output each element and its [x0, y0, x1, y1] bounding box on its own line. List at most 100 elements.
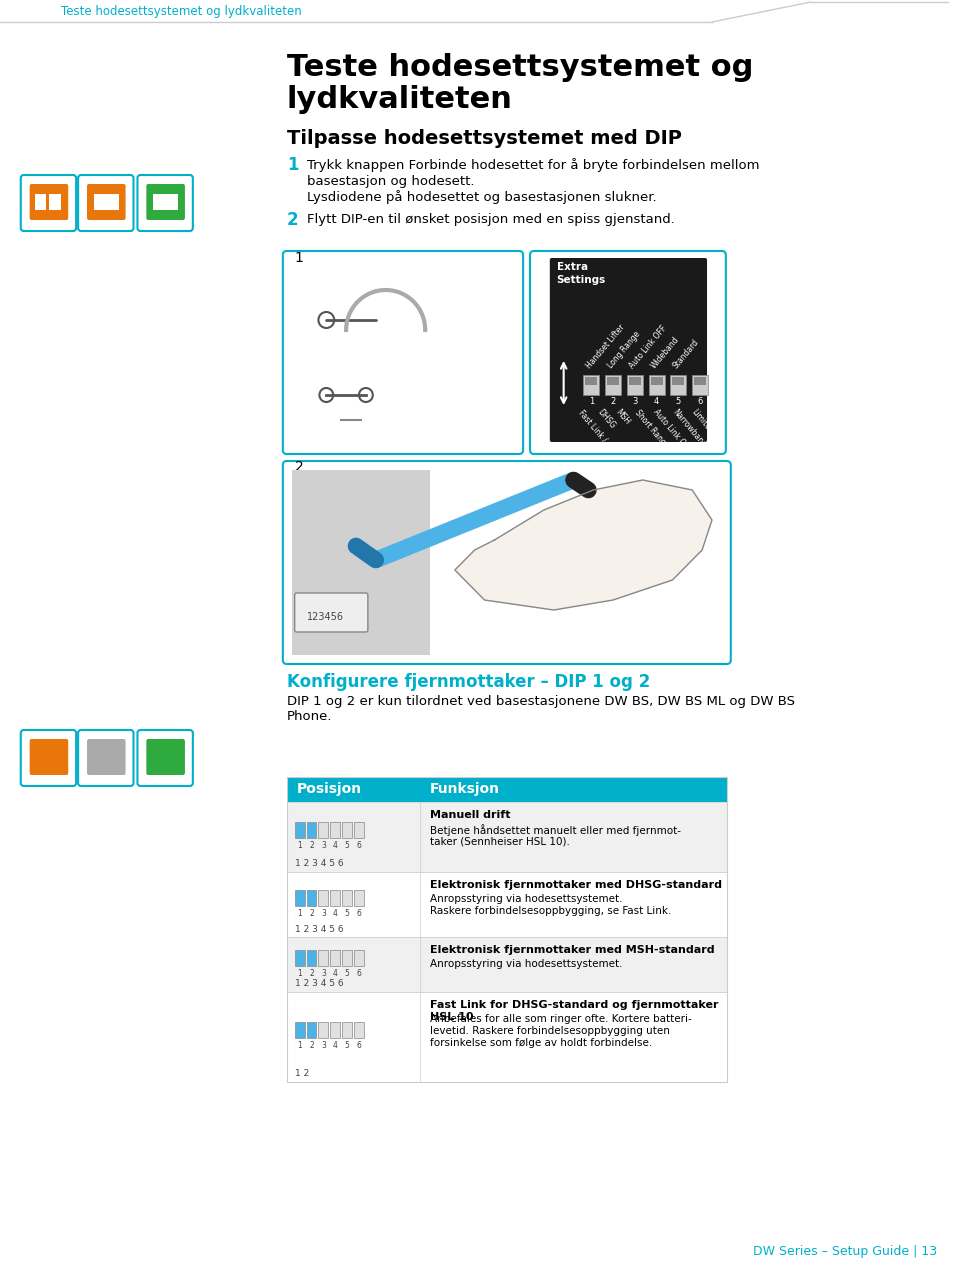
- Text: 3: 3: [321, 842, 325, 851]
- FancyBboxPatch shape: [283, 461, 731, 664]
- Text: 3: 3: [633, 398, 637, 406]
- Text: DHSG: DHSG: [595, 408, 616, 431]
- Text: 1: 1: [298, 1041, 302, 1050]
- Polygon shape: [455, 480, 712, 610]
- Bar: [295, 822, 304, 838]
- Text: 6: 6: [356, 969, 361, 978]
- Bar: [306, 889, 317, 906]
- Text: Flytt DIP-en til ønsket posisjon med en spiss gjenstand.: Flytt DIP-en til ønsket posisjon med en …: [306, 213, 675, 226]
- Text: Raskere forbindelsesoppbygging, se Fast Link.: Raskere forbindelsesoppbygging, se Fast …: [430, 906, 672, 916]
- FancyBboxPatch shape: [137, 730, 193, 786]
- Text: 3: 3: [321, 909, 325, 918]
- Text: Manuell drift: Manuell drift: [430, 810, 511, 820]
- Text: Auto Link ON: Auto Link ON: [652, 408, 691, 452]
- Text: Fast Link for DHSG-standard og fjernmottaker
HSL 10: Fast Link for DHSG-standard og fjernmott…: [430, 999, 719, 1021]
- FancyBboxPatch shape: [627, 375, 643, 395]
- FancyBboxPatch shape: [21, 175, 76, 231]
- Text: Extra: Extra: [557, 262, 588, 272]
- Bar: [342, 889, 352, 906]
- Bar: [319, 1022, 328, 1038]
- FancyBboxPatch shape: [21, 730, 76, 786]
- Text: Lysdiodene på hodesettet og basestasjonen slukner.: Lysdiodene på hodesettet og basestasjone…: [306, 190, 657, 204]
- Text: 5: 5: [345, 1041, 349, 1050]
- Text: Anropsstyring via hodesettsystemet.: Anropsstyring via hodesettsystemet.: [430, 894, 623, 904]
- Bar: [287, 801, 727, 872]
- Text: 5: 5: [345, 842, 349, 851]
- Text: 1 2 3 4 5 6: 1 2 3 4 5 6: [295, 925, 344, 933]
- Bar: [330, 889, 340, 906]
- Bar: [287, 992, 727, 1082]
- Text: 5: 5: [345, 969, 349, 978]
- Bar: [342, 1022, 352, 1038]
- FancyBboxPatch shape: [550, 258, 708, 442]
- Text: MSH: MSH: [614, 408, 632, 427]
- FancyBboxPatch shape: [584, 375, 599, 395]
- FancyBboxPatch shape: [87, 184, 126, 220]
- Bar: [586, 377, 597, 385]
- Text: Wideband: Wideband: [650, 335, 682, 370]
- Text: lydkvaliteten: lydkvaliteten: [287, 85, 513, 114]
- Text: 4: 4: [333, 842, 338, 851]
- Text: Elektronisk fjernmottaker med DHSG-standard: Elektronisk fjernmottaker med DHSG-stand…: [430, 880, 722, 890]
- Text: 5: 5: [345, 909, 349, 918]
- Text: 2: 2: [309, 842, 314, 851]
- Text: Posisjon: Posisjon: [297, 782, 362, 796]
- Text: Teste hodesettsystemet og: Teste hodesettsystemet og: [287, 53, 754, 83]
- FancyBboxPatch shape: [649, 375, 664, 395]
- Bar: [306, 1022, 317, 1038]
- Text: 1: 1: [287, 156, 299, 174]
- Text: Elektronisk fjernmottaker med MSH-standard: Elektronisk fjernmottaker med MSH-standa…: [430, 945, 715, 955]
- Text: levetid. Raskere forbindelsesoppbygging uten: levetid. Raskere forbindelsesoppbygging …: [430, 1026, 670, 1036]
- Text: Funksjon: Funksjon: [430, 782, 500, 796]
- FancyBboxPatch shape: [283, 251, 523, 453]
- Text: Limiter: Limiter: [689, 408, 713, 434]
- Text: 6: 6: [697, 398, 703, 406]
- Text: Narrowband: Narrowband: [670, 408, 708, 450]
- Text: 3: 3: [321, 969, 325, 978]
- Text: 123456: 123456: [306, 612, 344, 622]
- Text: Teste hodesettsystemet og lydkvaliteten: Teste hodesettsystemet og lydkvaliteten: [61, 5, 302, 19]
- Bar: [319, 822, 328, 838]
- Bar: [694, 377, 706, 385]
- Text: Konfigurere fjernmottaker – DIP 1 og 2: Konfigurere fjernmottaker – DIP 1 og 2: [287, 673, 650, 691]
- Text: 4: 4: [333, 969, 338, 978]
- Text: taker (Sennheiser HSL 10).: taker (Sennheiser HSL 10).: [430, 836, 570, 846]
- Bar: [354, 822, 364, 838]
- Text: Tilpasse hodesettsystemet med DIP: Tilpasse hodesettsystemet med DIP: [287, 128, 682, 147]
- Bar: [319, 950, 328, 965]
- Text: 2: 2: [611, 398, 615, 406]
- Bar: [50, 194, 61, 210]
- Bar: [354, 1022, 364, 1038]
- Text: 6: 6: [356, 909, 361, 918]
- FancyBboxPatch shape: [530, 251, 726, 453]
- FancyBboxPatch shape: [87, 739, 126, 775]
- Text: Long Range: Long Range: [606, 329, 642, 370]
- Bar: [295, 889, 304, 906]
- Bar: [319, 889, 328, 906]
- Bar: [287, 777, 727, 1082]
- Text: Fast Link /: Fast Link /: [577, 408, 609, 443]
- Text: basestasjon og hodesett.: basestasjon og hodesett.: [306, 175, 474, 188]
- Text: 2: 2: [309, 1041, 314, 1050]
- Bar: [287, 777, 727, 801]
- Bar: [287, 937, 727, 992]
- Bar: [154, 194, 178, 210]
- Text: 5: 5: [676, 398, 681, 406]
- Text: 4: 4: [333, 909, 338, 918]
- FancyBboxPatch shape: [146, 739, 185, 775]
- Text: 2: 2: [287, 211, 299, 229]
- FancyBboxPatch shape: [78, 175, 133, 231]
- Text: 1: 1: [295, 251, 303, 265]
- Bar: [330, 950, 340, 965]
- Text: forsinkelse som følge av holdt forbindelse.: forsinkelse som følge av holdt forbindel…: [430, 1038, 653, 1048]
- Bar: [306, 822, 317, 838]
- Bar: [651, 377, 662, 385]
- Bar: [672, 377, 684, 385]
- FancyBboxPatch shape: [78, 730, 133, 786]
- Bar: [342, 950, 352, 965]
- Text: 1: 1: [298, 909, 302, 918]
- Text: Anropsstyring via hodesettsystemet.: Anropsstyring via hodesettsystemet.: [430, 959, 623, 969]
- Bar: [330, 822, 340, 838]
- Text: DIP 1 og 2 er kun tilordnet ved basestasjonene DW BS, DW BS ML og DW BS: DIP 1 og 2 er kun tilordnet ved basestas…: [287, 696, 795, 709]
- Text: 2: 2: [309, 909, 314, 918]
